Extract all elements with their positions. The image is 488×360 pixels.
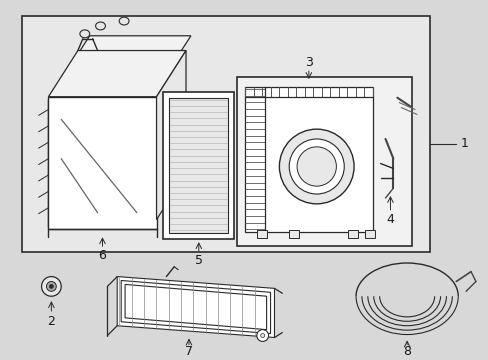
Bar [244,87,372,232]
Polygon shape [117,276,274,338]
Bar [256,230,266,238]
Text: 5: 5 [194,255,203,267]
Bar [237,77,411,246]
Ellipse shape [80,30,89,38]
Polygon shape [48,50,185,97]
Circle shape [260,334,264,338]
Circle shape [279,129,353,204]
Circle shape [41,276,61,296]
Text: 3: 3 [305,56,312,69]
Text: 1: 1 [459,138,467,150]
Text: 4: 4 [386,213,394,226]
Bar [48,100,151,228]
Text: 8: 8 [402,345,410,358]
Bar [163,92,234,239]
Polygon shape [156,50,185,220]
Ellipse shape [96,22,105,30]
Bar [169,98,228,233]
Ellipse shape [119,17,129,25]
Bar [288,230,299,238]
Circle shape [297,147,336,186]
Text: 2: 2 [47,315,55,328]
Circle shape [288,139,344,194]
Bar [347,230,357,238]
Text: 6: 6 [99,249,106,262]
Bar [364,230,374,238]
Polygon shape [48,36,190,100]
Circle shape [256,330,268,341]
Circle shape [49,284,53,288]
Bar [22,16,429,252]
Text: 7: 7 [184,345,193,358]
Circle shape [46,282,56,291]
Bar [48,97,156,229]
